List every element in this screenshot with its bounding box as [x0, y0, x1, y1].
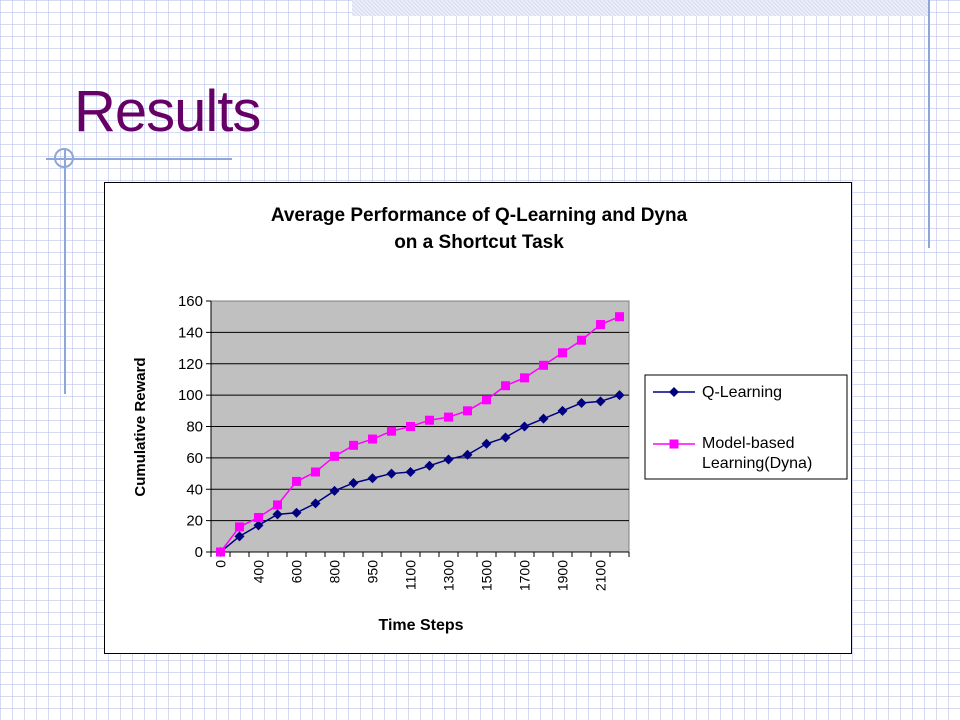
q-learning-point — [614, 390, 625, 401]
dyna-point — [330, 451, 339, 461]
dyna-line — [219, 315, 620, 553]
q-learning-point — [234, 531, 245, 542]
chart-frame: Average Performance of Q-Learning and Dy… — [104, 182, 852, 654]
right-decorative-line — [928, 0, 930, 248]
y-axis-label: Cumulative Reward — [132, 357, 149, 496]
y-tick-label: 20 — [186, 513, 203, 530]
x-tick-label: 1700 — [517, 560, 533, 591]
y-tick-label: 100 — [178, 387, 203, 404]
q-learning-point — [519, 421, 530, 432]
y-tick-label: 40 — [186, 481, 203, 498]
legend-dyna-label: Learning(Dyna) — [702, 455, 812, 472]
x-tick-label: 1100 — [403, 560, 419, 590]
q-learning-point — [348, 477, 359, 488]
chart-title-line: on a Shortcut Task — [394, 232, 564, 253]
x-tick-label: 1500 — [479, 560, 495, 591]
dyna-point — [368, 434, 377, 444]
q-learning-point — [443, 454, 454, 465]
dyna-point — [311, 467, 320, 477]
x-axis-label: Time Steps — [378, 617, 463, 634]
dyna-point — [406, 422, 415, 431]
q-learning-point — [291, 507, 302, 518]
x-tick-label: 1900 — [555, 560, 571, 591]
legend-dyna-marker — [669, 439, 679, 449]
dyna-point — [463, 406, 472, 416]
left-decorative-line — [64, 150, 66, 394]
chart-title-line: Average Performance of Q-Learning and Dy… — [271, 205, 688, 226]
dyna-point — [520, 373, 529, 383]
dyna-point — [292, 476, 301, 486]
q-learning-line — [220, 394, 620, 553]
x-tick-label: 1300 — [441, 560, 457, 591]
q-learning-point — [405, 466, 416, 477]
q-learning-point — [329, 485, 340, 496]
slide-title: Results — [74, 79, 261, 144]
dyna-point — [235, 522, 244, 532]
y-tick-label: 120 — [178, 356, 203, 373]
y-tick-label: 60 — [186, 450, 203, 467]
q-learning-point — [310, 498, 321, 509]
dyna-point — [558, 348, 567, 358]
dyna-point — [615, 312, 624, 322]
q-learning-point — [500, 432, 511, 443]
top-decorative-band — [352, 0, 928, 16]
q-learning-point — [576, 397, 587, 408]
dyna-point — [482, 395, 491, 405]
q-learning-point — [481, 438, 492, 449]
x-tick-label: 2100 — [593, 560, 609, 591]
y-tick-label: 140 — [178, 324, 203, 341]
legend-q-learning-marker — [669, 387, 679, 397]
q-learning-point — [272, 509, 283, 520]
q-learning-point — [253, 520, 264, 531]
y-tick-label: 160 — [178, 293, 203, 310]
dyna-point — [254, 512, 263, 522]
y-tick-label: 80 — [186, 419, 203, 436]
dyna-point — [501, 381, 510, 391]
dyna-point — [425, 415, 434, 425]
performance-chart: Average Performance of Q-Learning and Dy… — [132, 205, 848, 634]
dyna-point — [596, 320, 605, 330]
y-tick-label: 0 — [195, 544, 203, 561]
x-tick-label: 600 — [289, 560, 305, 584]
x-tick-label: 0 — [213, 560, 229, 568]
q-learning-point — [424, 460, 435, 471]
dyna-point — [273, 500, 282, 510]
title-underline — [46, 158, 232, 160]
x-tick-label: 800 — [327, 560, 343, 584]
x-tick-label: 400 — [251, 560, 267, 584]
dyna-point — [577, 335, 586, 345]
q-learning-point — [386, 468, 397, 479]
dyna-point — [539, 360, 548, 370]
dyna-point — [349, 440, 358, 450]
q-learning-point — [367, 473, 378, 484]
q-learning-point — [538, 413, 549, 424]
decorative-ring — [54, 148, 74, 168]
q-learning-point — [557, 405, 568, 416]
q-learning-point — [462, 449, 473, 460]
x-tick-label: 950 — [365, 560, 381, 584]
dyna-point — [387, 426, 396, 436]
dyna-point — [216, 547, 225, 557]
q-learning-point — [595, 396, 606, 407]
dyna-point — [444, 412, 453, 422]
legend-q-learning-label: Q-Learning — [702, 384, 782, 401]
legend-dyna-label: Model-based — [702, 435, 795, 452]
